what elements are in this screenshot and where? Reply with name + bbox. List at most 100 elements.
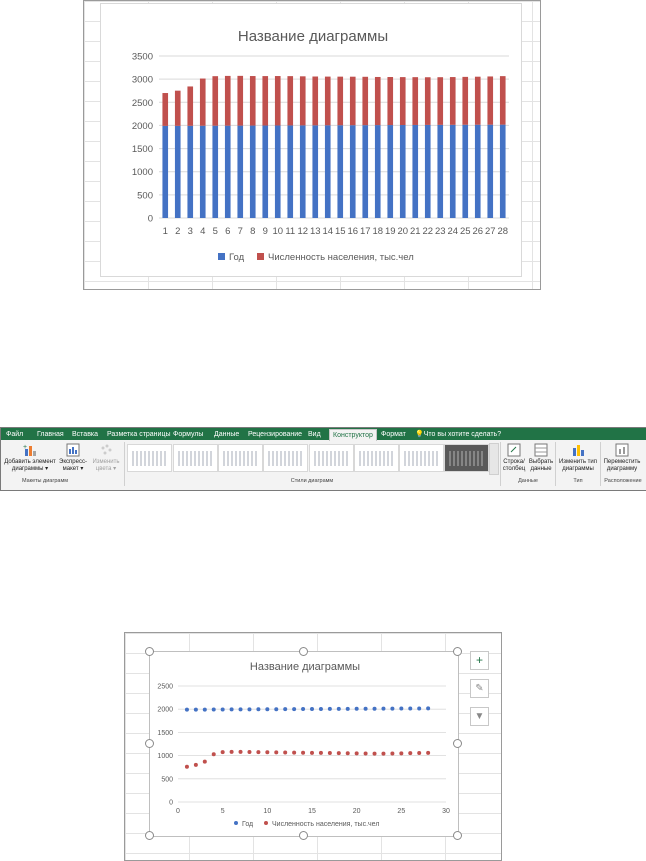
legend-label-year: Год <box>229 252 245 263</box>
group-label-styles: Стили диаграмм <box>290 478 334 484</box>
x-tick-label: 10 <box>263 808 271 815</box>
tab-review[interactable]: Рецензирование <box>248 431 303 438</box>
bar-segment <box>162 93 169 126</box>
bar-segment <box>212 125 219 218</box>
add-chart-element-icon: + <box>23 444 36 456</box>
chart-style-4[interactable] <box>263 444 308 472</box>
scatter-point <box>345 751 350 756</box>
bar-segment <box>312 76 319 126</box>
scatter-point <box>381 751 386 756</box>
tab-data[interactable]: Данные <box>214 431 240 438</box>
chart-elements-plus-icon[interactable]: + <box>470 651 489 670</box>
resize-handle-br[interactable] <box>453 831 462 840</box>
x-tick-label: 10 <box>272 226 283 237</box>
resize-handle-bl[interactable] <box>145 831 154 840</box>
x-tick-label: 2 <box>175 226 180 237</box>
chart-styles-brush-icon[interactable]: ✎ <box>470 679 489 698</box>
x-tick-label: 17 <box>360 226 371 237</box>
scatter-point <box>310 750 314 755</box>
legend-marker-year <box>234 821 238 825</box>
y-tick-label: 500 <box>161 776 173 783</box>
bar-segment <box>262 125 269 218</box>
bar-segment <box>487 124 494 218</box>
chart-style-3[interactable] <box>218 444 263 472</box>
bar-segment <box>437 124 444 218</box>
bar-segment <box>237 125 244 218</box>
bar-segment <box>249 125 256 218</box>
bar-segment <box>287 76 294 126</box>
chart-style-1[interactable] <box>127 444 172 472</box>
x-tick-label: 5 <box>221 808 225 815</box>
bar-segment <box>337 76 344 126</box>
bar-segment <box>224 75 231 126</box>
add-chart-element-button[interactable]: + Добавить элемент диаграммы ▾ <box>4 444 56 472</box>
x-tick-label: 11 <box>285 226 295 237</box>
resize-handle-tm[interactable] <box>299 647 308 656</box>
change-colors-button[interactable]: Изменить цвета ▾ <box>89 443 123 473</box>
bar-segment <box>374 76 381 126</box>
bar-segment <box>362 125 369 218</box>
x-tick-label: 25 <box>397 808 405 815</box>
move-chart-button[interactable]: Переместить диаграмму <box>601 443 643 473</box>
resize-handle-mr[interactable] <box>453 739 462 748</box>
tab-view[interactable]: Вид <box>308 431 321 438</box>
x-tick-label: 6 <box>225 226 230 237</box>
y-tick-label: 2000 <box>157 707 173 714</box>
resize-handle-ml[interactable] <box>145 739 154 748</box>
scatter-point <box>202 759 207 764</box>
scatter-point <box>336 751 341 756</box>
express-layout-button[interactable]: Экспресс-макет ▾ <box>59 443 87 473</box>
ribbon-separator <box>555 442 556 486</box>
x-tick-label: 20 <box>353 808 361 815</box>
resize-handle-tl[interactable] <box>145 647 154 656</box>
tab-design[interactable]: Конструктор <box>329 429 377 441</box>
bottom-chart-area[interactable]: Название диаграммы 0 500 1000 1500 2000 2500 … <box>149 651 459 837</box>
tab-formulas[interactable]: Формулы <box>173 431 204 438</box>
top-chart-area[interactable]: Название диаграммы 0 500 1000 1500 2000 2500 3… <box>100 3 522 277</box>
chart-style-8[interactable] <box>444 444 489 472</box>
scatter-point <box>256 750 261 755</box>
tell-me-search[interactable]: 💡Что вы хотите сделать? <box>415 431 502 438</box>
chart-style-6[interactable] <box>354 444 399 472</box>
bar-segment <box>337 125 344 218</box>
chart-style-5[interactable] <box>309 444 354 472</box>
scatter-point <box>247 749 252 754</box>
select-data-button[interactable]: Выбрать данные <box>528 443 554 473</box>
resize-handle-bm[interactable] <box>299 831 308 840</box>
tab-format[interactable]: Формат <box>381 431 406 438</box>
legend-marker-pop <box>264 821 268 825</box>
tab-insert[interactable]: Вставка <box>72 431 99 438</box>
style-gallery-scroll[interactable] <box>489 443 499 475</box>
y-tick-label: 2500 <box>157 684 173 691</box>
bar-segment <box>199 78 206 126</box>
legend-swatch-year <box>218 253 225 260</box>
group-label-data: Данные <box>518 478 538 484</box>
y-tick-label: 1500 <box>132 144 153 155</box>
scatter-point <box>417 706 422 711</box>
chart-filter-icon[interactable]: ▼ <box>470 707 489 726</box>
scatter-point <box>292 750 297 755</box>
scatter-point <box>247 707 252 712</box>
bar-segment <box>174 90 181 126</box>
x-tick-label: 19 <box>385 226 396 237</box>
chart-style-2[interactable] <box>173 444 218 472</box>
switch-row-column-button[interactable]: Строка/ столбец <box>501 443 527 473</box>
change-chart-type-button[interactable]: Изменить тип диаграммы <box>556 443 600 473</box>
bar-segment <box>274 125 281 218</box>
tab-page-layout[interactable]: Разметка страницы <box>107 431 171 438</box>
bar-segment <box>199 125 206 218</box>
resize-handle-tr[interactable] <box>453 647 462 656</box>
tab-home[interactable]: Главная <box>37 431 64 438</box>
scatter-point <box>274 707 279 712</box>
group-label-type: Тип <box>573 478 583 484</box>
x-tick-label: 4 <box>200 226 205 237</box>
bar-segment <box>274 76 281 126</box>
tab-file[interactable]: Файл <box>6 431 24 438</box>
bar-segment <box>499 76 506 125</box>
bar-segment <box>224 125 231 218</box>
bar-segment <box>349 76 356 126</box>
legend-label-year: Год <box>242 821 253 828</box>
chart-style-7[interactable] <box>399 444 444 472</box>
scatter-point <box>372 751 377 756</box>
switch-row-column-icon <box>507 443 521 457</box>
